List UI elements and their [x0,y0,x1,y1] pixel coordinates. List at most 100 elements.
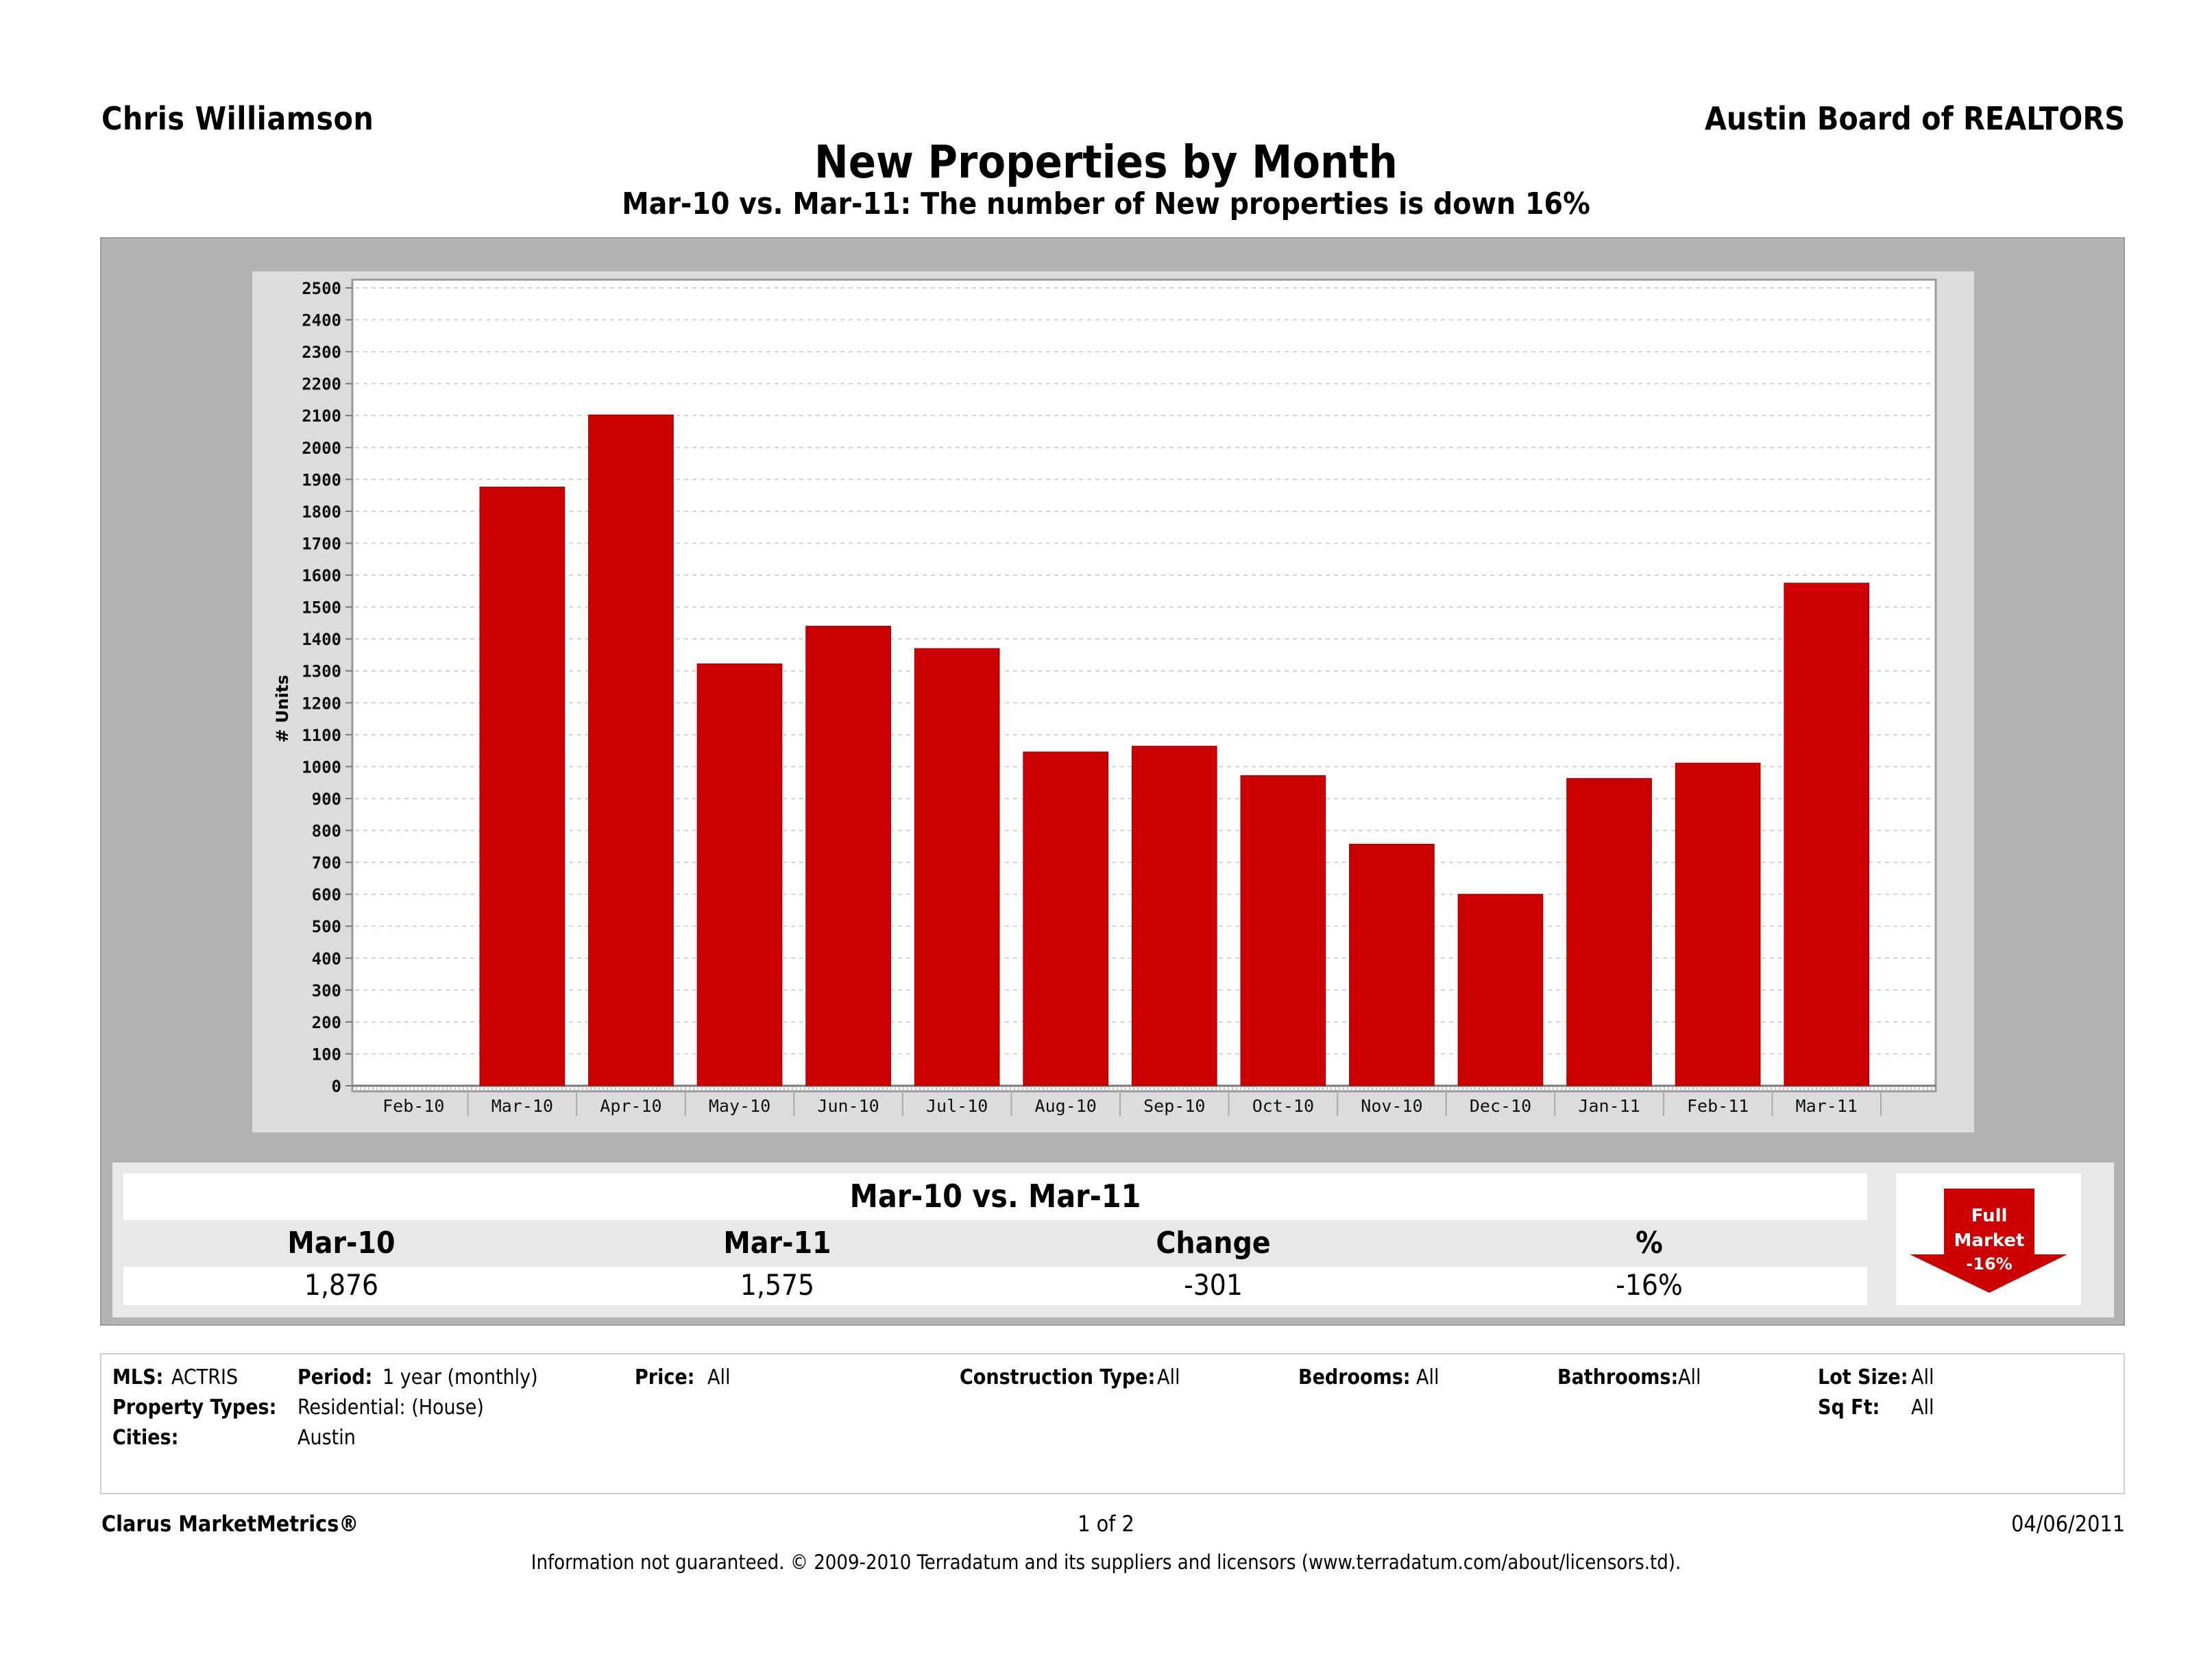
y-axis-label: # Units [273,674,292,742]
summary-title-row [123,1174,1867,1220]
y-tick-label: 2200 [302,375,341,394]
bar-nov-10 [1349,844,1435,1086]
y-tick-label: 500 [312,917,341,936]
x-tick-label: Mar-10 [491,1096,553,1116]
down-arrow-icon: Full Market -16% [1910,1189,2067,1293]
bar-jun-10 [805,626,891,1086]
filter-price-label: Price: [635,1365,695,1389]
filter-construction-label: Construction Type: [960,1365,1156,1389]
y-tick-label: 2100 [302,406,341,426]
market-change-badge: Full Market -16% [1896,1174,2081,1305]
filter-proptypes-label: Property Types: [112,1396,277,1420]
bar-jul-10 [914,648,1000,1086]
y-tick-label: 900 [312,790,341,809]
y-tick-label: 600 [312,886,341,905]
x-tick-label: Jan-11 [1578,1096,1640,1116]
x-tick-label: Sep-10 [1143,1096,1205,1116]
filter-period-label: Period: [297,1365,373,1389]
author-name: Chris Williamson [101,100,374,137]
y-tick-label: 700 [312,853,341,873]
x-axis-ticks: Feb-10 Mar-10 Apr-10 May-10 Jun-10 Jul-10 Aug-… [352,1086,1936,1116]
bar-dec-10 [1457,894,1544,1086]
bar-mar-11 [1784,583,1870,1086]
x-tick-label: May-10 [709,1096,770,1116]
filter-bathrooms-value: All [1678,1365,1701,1389]
x-tick-label: Oct-10 [1252,1096,1314,1116]
summary-values-row [123,1267,1867,1305]
x-tick-label: Feb-10 [382,1096,444,1116]
bar-apr-10 [588,414,674,1086]
x-tick-label: Dec-10 [1470,1096,1531,1116]
badge-line2: Market [1954,1230,2025,1251]
bar-may-10 [696,663,783,1086]
summary-header-percent: % [1636,1226,1663,1261]
summary-title: Mar-10 vs. Mar-11 [849,1178,1141,1215]
y-tick-label: 1100 [302,726,341,745]
summary-value-change: -301 [1184,1268,1243,1302]
bar-jan-11 [1566,778,1652,1086]
organization-name: Austin Board of REALTORS [1704,100,2125,137]
filter-proptypes-value: Residential: (House) [297,1396,484,1420]
y-tick-label: 1900 [302,470,341,489]
y-tick-label: 100 [312,1045,341,1064]
y-tick-label: 1400 [302,630,341,649]
bar-oct-10 [1240,775,1326,1086]
filter-bedrooms-value: All [1416,1365,1439,1389]
summary-header-change: Change [1156,1226,1271,1261]
disclaimer: Information not guaranteed. © 2009-2010 … [531,1551,1681,1574]
brand-name: Clarus MarketMetrics® [101,1511,359,1537]
filter-panel [100,1353,2125,1494]
badge-line1: Full [1971,1206,2008,1226]
summary-value-percent: -16% [1616,1268,1683,1302]
summary-header-mar10: Mar-10 [287,1226,396,1261]
y-tick-label: 300 [312,981,341,1000]
badge-line3: -16% [1966,1254,2012,1274]
filter-sqft-label: Sq Ft: [1818,1396,1880,1420]
y-tick-label: 1600 [302,566,341,585]
report-subtitle: Mar-10 vs. Mar-11: The number of New pro… [622,186,1590,221]
y-tick-label: 1300 [302,662,341,681]
bar-sep-10 [1131,746,1217,1086]
x-tick-label: Aug-10 [1035,1096,1097,1116]
filter-bedrooms-label: Bedrooms: [1298,1365,1411,1389]
report-title: New Properties by Month [814,136,1398,189]
x-tick-label: Apr-10 [600,1096,661,1116]
filter-cities-label: Cities: [112,1426,179,1450]
filter-price-value: All [707,1365,731,1389]
y-tick-label: 1800 [302,502,341,522]
bar-mar-10 [479,487,566,1086]
filter-sqft-value: All [1911,1396,1934,1420]
x-tick-label: Mar-11 [1796,1096,1858,1116]
filter-bathrooms-label: Bathrooms: [1557,1365,1679,1389]
x-tick-label: Jul-10 [926,1096,988,1116]
filter-mls-value: ACTRIS [171,1365,239,1389]
filter-lotsize-label: Lot Size: [1818,1365,1908,1389]
report-date: 04/06/2011 [2011,1511,2125,1537]
filter-mls-label: MLS: [112,1365,164,1389]
filter-construction-value: All [1157,1365,1180,1389]
summary-header-mar11: Mar-11 [723,1226,831,1261]
y-tick-label: 1000 [302,757,341,777]
bar-chart: 0 100 200 300 400 500 600 700 800 900 1000 1100 1200… [273,278,1937,1116]
y-tick-label: 1500 [302,598,341,618]
y-tick-label: 2400 [302,311,341,330]
y-tick-label: 0 [332,1077,341,1096]
x-tick-label: Nov-10 [1361,1096,1422,1116]
summary-value-mar11: 1,575 [740,1268,815,1302]
bar-aug-10 [1023,751,1109,1086]
x-tick-label: Feb-11 [1687,1096,1749,1116]
y-tick-label: 2500 [302,279,341,298]
bar-feb-11 [1675,762,1761,1086]
y-tick-label: 800 [312,822,341,841]
filter-cities-value: Austin [297,1426,356,1450]
y-tick-label: 1200 [302,694,341,713]
filter-period-value: 1 year (monthly) [382,1365,538,1389]
bars [479,414,1870,1086]
summary-value-mar10: 1,876 [304,1268,379,1302]
y-tick-label: 1700 [302,534,341,553]
y-tick-label: 200 [312,1013,341,1032]
y-tick-label: 2000 [302,439,341,458]
filter-lotsize-value: All [1911,1365,1934,1389]
x-tick-label: Jun-10 [817,1096,879,1116]
page-indicator: 1 of 2 [1078,1511,1134,1537]
